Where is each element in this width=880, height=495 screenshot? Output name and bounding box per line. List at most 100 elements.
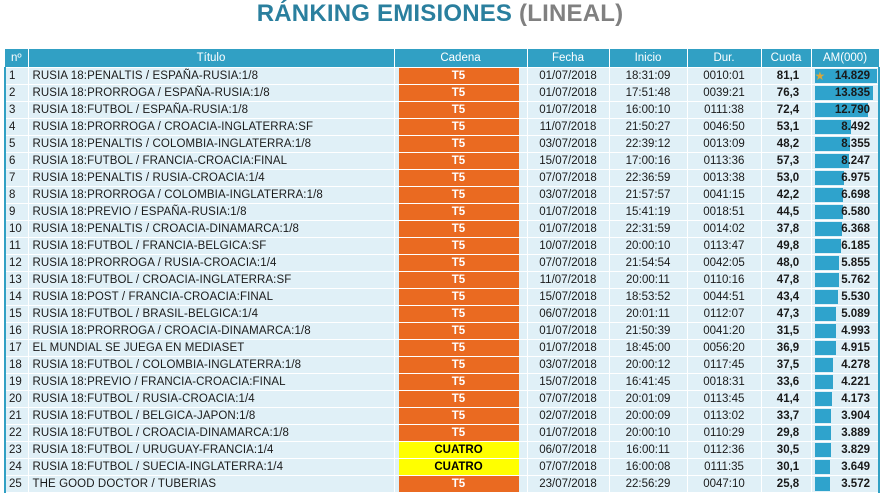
col-header-am[interactable]: AM(000)	[811, 49, 880, 68]
audience-cell: 6.975	[810, 169, 880, 187]
program-title: RUSIA 18:PRORROGA / CROACIA-INGLATERRA:S…	[27, 118, 395, 136]
table-row[interactable]: 19 RUSIA 18:PREVIO / FRANCIA-CROACIA:FINA…	[4, 373, 880, 391]
start-time-cell: 21:50:27	[608, 118, 688, 136]
audience-value: 6.185	[841, 240, 870, 252]
channel-badge: T5	[398, 187, 519, 203]
channel-cell: T5	[393, 305, 528, 323]
table-row[interactable]: 7 RUSIA 18:PENALTIS / RUSIA-CROACIA:1/4 T5…	[4, 169, 880, 187]
col-header-cadena[interactable]: Cadena	[394, 49, 528, 68]
col-header-inicio[interactable]: Inicio	[609, 49, 688, 68]
audience-value: 3.904	[841, 410, 870, 422]
table-row[interactable]: 11 RUSIA 18:FUTBOL / FRANCIA-BELGICA:SF T5…	[4, 237, 880, 255]
table-row[interactable]: 2 RUSIA 18:PRORROGA / ESPAÑA-RUSIA:1/8 T5 0…	[4, 84, 880, 102]
table-row[interactable]: 23 RUSIA 18:FUTBOL / URUGUAY-FRANCIA:1/4 C…	[4, 441, 880, 459]
ranking-table: nº Título Cadena Fecha Inicio Dur. Cuota…	[4, 49, 880, 493]
channel-badge: T5	[398, 255, 519, 271]
col-header-cuota[interactable]: Cuota	[761, 49, 812, 68]
channel-badge: T5	[398, 68, 519, 84]
audience-bar	[814, 290, 838, 304]
table-header-row: nº Título Cadena Fecha Inicio Dur. Cuota…	[5, 49, 880, 68]
duration-cell: 0056:20	[686, 339, 762, 357]
table-row[interactable]: 12 RUSIA 18:PRORROGA / RUSIA-CROACIA:1/4 T…	[4, 254, 880, 272]
date-cell: 01/07/2018	[526, 322, 610, 340]
channel-badge: T5	[398, 357, 519, 373]
program-title: RUSIA 18:PENALTIS / COLOMBIA-INGLATERRA:…	[27, 135, 395, 153]
row-number: 11	[4, 237, 29, 255]
col-header-num[interactable]: nº	[5, 49, 29, 68]
audience-bar	[814, 256, 839, 270]
table-row[interactable]: 9 RUSIA 18:PREVIO / ESPAÑA-RUSIA:1/8 T5 01/…	[4, 203, 880, 221]
table-row[interactable]: 24 RUSIA 18:FUTBOL / SUECIA-INGLATERRA:1/…	[4, 458, 880, 476]
table-row[interactable]: 8 RUSIA 18:PRORROGA / COLOMBIA-INGLATERRA…	[4, 186, 880, 204]
col-header-titulo[interactable]: Título	[28, 49, 395, 68]
row-number: 13	[4, 271, 29, 289]
start-time-cell: 20:00:10	[608, 424, 688, 442]
channel-badge: T5	[398, 476, 519, 492]
start-time-cell: 18:45:00	[608, 339, 688, 357]
share-cell: 31,5	[760, 322, 812, 340]
share-cell: 48,2	[760, 135, 812, 153]
table-row[interactable]: 10 RUSIA 18:PENALTIS / CROACIA-DINAMARCA:…	[4, 220, 880, 238]
table-row[interactable]: 13 RUSIA 18:FUTBOL / CROACIA-INGLATERRA:S…	[4, 271, 880, 289]
audience-bar	[814, 69, 877, 83]
audience-cell: 5.089	[810, 305, 880, 323]
channel-cell: T5	[393, 407, 528, 425]
duration-cell: 0111:38	[686, 101, 762, 119]
share-cell: 30,1	[760, 458, 812, 476]
channel-cell: T5	[393, 390, 528, 408]
col-header-fecha[interactable]: Fecha	[527, 49, 610, 68]
program-title: RUSIA 18:FUTBOL / FRANCIA-CROACIA:FINAL	[27, 152, 395, 170]
channel-cell: T5	[393, 220, 528, 238]
row-number: 6	[4, 152, 29, 170]
start-time-cell: 21:54:54	[608, 254, 688, 272]
audience-value: 5.530	[841, 291, 870, 303]
table-row[interactable]: 20 RUSIA 18:FUTBOL / RUSIA-CROACIA:1/4 T5 0…	[4, 390, 880, 408]
share-cell: 49,8	[760, 237, 812, 255]
table-row[interactable]: 16 RUSIA 18:PRORROGA / CROACIA-DINAMARCA:…	[4, 322, 880, 340]
audience-value: 6.698	[841, 189, 870, 201]
table-row[interactable]: 3 RUSIA 18:FUTBOL / ESPAÑA-RUSIA:1/8 T5 01/…	[4, 101, 880, 119]
channel-badge: T5	[398, 323, 519, 339]
table-row[interactable]: 18 RUSIA 18:FUTBOL / COLOMBIA-INGLATERRA:…	[4, 356, 880, 374]
date-cell: 15/07/2018	[526, 288, 610, 306]
date-cell: 06/07/2018	[526, 305, 610, 323]
program-title: RUSIA 18:PREVIO / ESPAÑA-RUSIA:1/8	[27, 203, 395, 221]
start-time-cell: 20:00:11	[608, 271, 688, 289]
col-header-dur[interactable]: Dur.	[687, 49, 762, 68]
table-row[interactable]: 1 RUSIA 18:PENALTIS / ESPAÑA-RUSIA:1/8 T5 0…	[4, 67, 880, 85]
row-number: 19	[4, 373, 29, 391]
channel-cell: T5	[393, 475, 528, 493]
audience-cell: 3.829	[810, 441, 880, 459]
program-title: RUSIA 18:FUTBOL / BRASIL-BELGICA:1/4	[27, 305, 395, 323]
audience-bar	[814, 358, 833, 372]
table-row[interactable]: 22 RUSIA 18:FUTBOL / CROACIA-DINAMARCA:1/…	[4, 424, 880, 442]
table-row[interactable]: 21 RUSIA 18:FUTBOL / BELGICA-JAPON:1/8 T5 0…	[4, 407, 880, 425]
channel-cell: T5	[393, 271, 528, 289]
program-title: EL MUNDIAL SE JUEGA EN MEDIASET	[27, 339, 395, 357]
date-cell: 01/07/2018	[526, 203, 610, 221]
audience-cell: 13.835	[810, 84, 880, 102]
channel-badge: T5	[398, 238, 519, 254]
table-row[interactable]: 14 RUSIA 18:POST / FRANCIA-CROACIA:FINAL T…	[4, 288, 880, 306]
table-row[interactable]: 6 RUSIA 18:FUTBOL / FRANCIA-CROACIA:FINAL…	[4, 152, 880, 170]
row-number: 25	[4, 475, 29, 493]
audience-bar	[814, 409, 831, 423]
audience-cell: 3.649	[810, 458, 880, 476]
table-row[interactable]: 4 RUSIA 18:PRORROGA / CROACIA-INGLATERRA:…	[4, 118, 880, 136]
channel-badge: T5	[398, 340, 519, 356]
channel-badge: T5	[398, 119, 519, 135]
title-sub: (LINEAL)	[519, 0, 624, 27]
table-row[interactable]: 15 RUSIA 18:FUTBOL / BRASIL-BELGICA:1/4 T5…	[4, 305, 880, 323]
date-cell: 01/07/2018	[526, 67, 610, 85]
duration-cell: 0110:16	[686, 271, 762, 289]
audience-cell: 3.889	[810, 424, 880, 442]
start-time-cell: 22:31:59	[608, 220, 688, 238]
table-row[interactable]: 5 RUSIA 18:PENALTIS / COLOMBIA-INGLATERRA…	[4, 135, 880, 153]
program-title: RUSIA 18:PREVIO / FRANCIA-CROACIA:FINAL	[27, 373, 395, 391]
table-row[interactable]: 17 EL MUNDIAL SE JUEGA EN MEDIASET T5 01/07…	[4, 339, 880, 357]
duration-cell: 0047:10	[686, 475, 762, 493]
table-row[interactable]: 25 THE GOOD DOCTOR / TUBERIAS T5 23/07/2018…	[4, 475, 880, 493]
table-body: 1 RUSIA 18:PENALTIS / ESPAÑA-RUSIA:1/8 T5 0…	[4, 67, 880, 493]
audience-value: 4.173	[841, 393, 870, 405]
start-time-cell: 21:50:39	[608, 322, 688, 340]
